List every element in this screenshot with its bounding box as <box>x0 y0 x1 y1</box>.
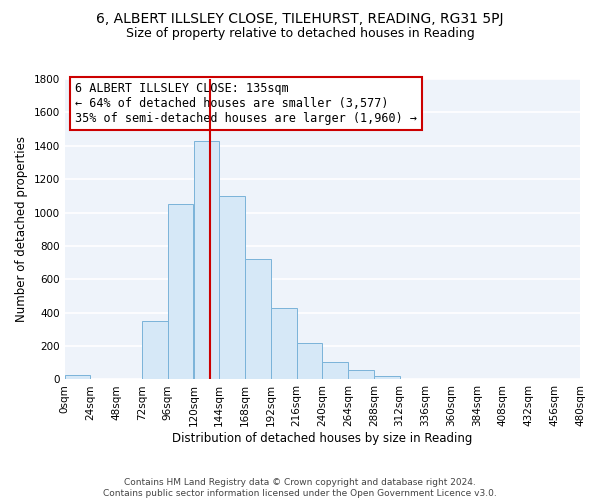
Y-axis label: Number of detached properties: Number of detached properties <box>15 136 28 322</box>
Bar <box>193 141 219 380</box>
Bar <box>142 321 168 380</box>
Bar <box>296 342 322 380</box>
Text: Contains HM Land Registry data © Crown copyright and database right 2024.
Contai: Contains HM Land Registry data © Crown c… <box>103 478 497 498</box>
Bar <box>219 196 245 380</box>
Text: Size of property relative to detached houses in Reading: Size of property relative to detached ho… <box>125 28 475 40</box>
Text: 6 ALBERT ILLSLEY CLOSE: 135sqm
← 64% of detached houses are smaller (3,577)
35% : 6 ALBERT ILLSLEY CLOSE: 135sqm ← 64% of … <box>75 82 417 125</box>
Bar <box>322 362 348 380</box>
X-axis label: Distribution of detached houses by size in Reading: Distribution of detached houses by size … <box>172 432 473 445</box>
Bar <box>168 204 193 380</box>
Bar <box>271 308 296 380</box>
Text: 6, ALBERT ILLSLEY CLOSE, TILEHURST, READING, RG31 5PJ: 6, ALBERT ILLSLEY CLOSE, TILEHURST, READ… <box>96 12 504 26</box>
Bar <box>245 260 271 380</box>
Bar <box>65 376 91 380</box>
Bar <box>348 370 374 380</box>
Bar <box>374 376 400 380</box>
